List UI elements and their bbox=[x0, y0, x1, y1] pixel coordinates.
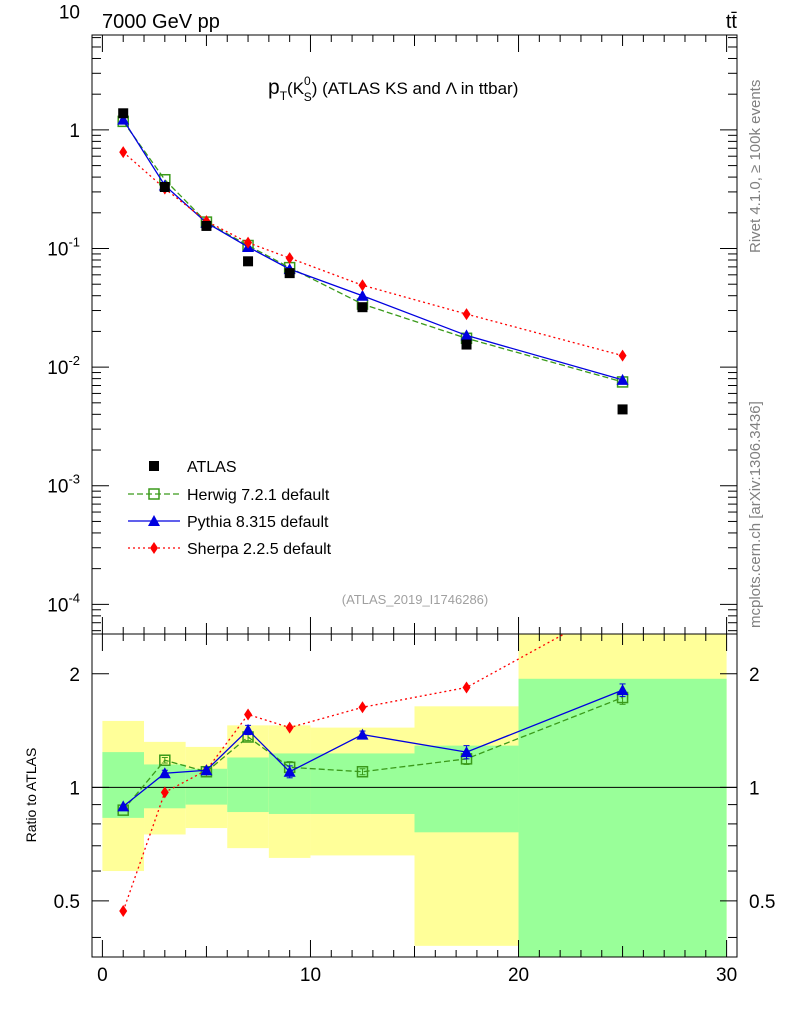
legend-label-atlas: ATLAS bbox=[187, 459, 237, 476]
ratio-bands bbox=[102, 634, 727, 957]
x-tick-label: 30 bbox=[716, 965, 737, 986]
ratio-line-pythia bbox=[122, 689, 623, 807]
upper-point-atlas bbox=[461, 339, 472, 350]
upper-y-tick-exponent: -2 bbox=[68, 353, 80, 368]
title-p: p bbox=[268, 76, 280, 99]
upper-y-tick-base: 10 bbox=[59, 2, 80, 23]
upper-y-tick-label: 10-4 bbox=[47, 590, 80, 616]
rivet-version-label: Rivet 4.1.0, ≥ 100k events bbox=[747, 80, 764, 253]
legend-marker-pythia bbox=[148, 515, 160, 526]
ratio-point-herwig bbox=[356, 765, 369, 778]
ratio-point-sherpa bbox=[160, 786, 169, 799]
upper-y-tick-base: 10 bbox=[47, 477, 68, 498]
upper-y-tick-base: 10 bbox=[47, 595, 68, 616]
legend-marker-atlas bbox=[149, 461, 159, 471]
ratio-y-tick-label-right: 2 bbox=[749, 665, 760, 686]
legend-label-pythia: Pythia 8.315 default bbox=[187, 514, 329, 531]
title-t-subscript: T bbox=[280, 89, 288, 103]
upper-series bbox=[117, 108, 629, 415]
upper-point-sherpa bbox=[618, 349, 627, 362]
upper-point-sherpa bbox=[462, 308, 471, 321]
ratio-point-pythia bbox=[117, 800, 130, 812]
legend: ATLAS Herwig 7.2.1 default Pythia 8.315 de… bbox=[128, 459, 332, 558]
x-tick-label: 20 bbox=[508, 965, 529, 986]
upper-point-atlas bbox=[243, 256, 254, 267]
ratio-point-sherpa bbox=[285, 721, 294, 734]
ratio-y-tick-label-right: 0.5 bbox=[749, 892, 775, 913]
upper-y-tick-base: 10 bbox=[47, 240, 68, 261]
title-rest: (ATLAS KS and Λ in ttbar) bbox=[317, 79, 518, 98]
ratio-point-pythia bbox=[158, 767, 171, 779]
upper-point-atlas bbox=[284, 268, 295, 279]
upper-line-herwig bbox=[122, 120, 623, 383]
ratio-series bbox=[117, 634, 629, 918]
ratio-y-tick-label-left: 1 bbox=[69, 778, 80, 799]
ratio-band-green bbox=[310, 753, 415, 814]
upper-y-tick-exponent: -4 bbox=[68, 590, 80, 605]
upper-y-tick-exponent: -3 bbox=[68, 472, 80, 487]
ratio-point-sherpa bbox=[462, 681, 471, 694]
upper-point-atlas bbox=[201, 220, 212, 231]
upper-y-tick-label: 10-3 bbox=[47, 472, 80, 498]
upper-point-pythia bbox=[356, 289, 369, 301]
title-k: (K bbox=[287, 79, 305, 98]
upper-y-tick-base: 10 bbox=[47, 358, 68, 379]
legend-label-herwig: Herwig 7.2.1 default bbox=[187, 487, 330, 504]
upper-point-pythia bbox=[117, 113, 130, 125]
x-tick-label: 0 bbox=[97, 965, 108, 986]
ratio-point-pythia bbox=[616, 684, 629, 696]
ratio-point-herwig bbox=[159, 754, 171, 766]
upper-line-pythia bbox=[122, 119, 623, 381]
upper-point-pythia bbox=[460, 329, 473, 341]
ratio-y-axis-label: Ratio to ATLAS bbox=[23, 748, 39, 843]
ratio-point-sherpa bbox=[358, 701, 367, 714]
upper-point-atlas bbox=[159, 182, 170, 193]
ratio-point-pythia bbox=[356, 728, 369, 740]
upper-point-sherpa bbox=[358, 279, 367, 292]
upper-y-tick-label: 10-1 bbox=[47, 235, 80, 261]
upper-point-pythia bbox=[616, 373, 629, 385]
ratio-series-clipped bbox=[117, 634, 629, 918]
upper-y-tick-label: 10-2 bbox=[47, 353, 80, 379]
x-tick-label: 10 bbox=[300, 965, 321, 986]
upper-point-sherpa bbox=[119, 146, 128, 159]
upper-y-tick-base: 1 bbox=[69, 121, 80, 142]
upper-y-tick-label: 1 bbox=[69, 121, 80, 142]
ratio-band-green bbox=[227, 757, 269, 813]
header-process-label: tt̄ bbox=[726, 11, 738, 33]
ratio-y-tick-label-left: 0.5 bbox=[54, 892, 80, 913]
title-k-subscript: S bbox=[304, 90, 312, 104]
ratio-line-herwig bbox=[122, 696, 623, 811]
legend-marker-sherpa bbox=[150, 542, 158, 554]
plot-title: pT(K0 S) (ATLAS KS and Λ in ttbar) bbox=[268, 74, 518, 104]
ratio-point-sherpa bbox=[119, 905, 128, 918]
ratio-point-pythia bbox=[200, 764, 213, 776]
upper-point-atlas bbox=[357, 302, 368, 313]
ratio-band-green bbox=[518, 678, 727, 957]
upper-point-atlas bbox=[617, 404, 628, 415]
ratio-point-pythia bbox=[242, 723, 255, 735]
header-energy-label: 7000 GeV pp bbox=[102, 11, 220, 33]
ratio-point-pythia bbox=[460, 746, 473, 758]
upper-point-sherpa bbox=[244, 236, 253, 249]
analysis-tag: (ATLAS_2019_I1746286) bbox=[342, 592, 488, 607]
upper-point-sherpa bbox=[285, 252, 294, 265]
upper-y-tick-exponent: -1 bbox=[68, 235, 80, 250]
title-close-paren: ) bbox=[312, 79, 318, 98]
legend-marker-herwig bbox=[148, 488, 160, 500]
upper-y-tick-label: 10 bbox=[59, 2, 80, 23]
ratio-y-tick-label-left: 2 bbox=[69, 665, 80, 686]
legend-label-sherpa: Sherpa 2.2.5 default bbox=[187, 541, 332, 558]
ratio-plot-frame: 0.5 0.51 12 20 10 20 30 bbox=[54, 633, 775, 986]
title-k-superscript: 0 bbox=[304, 74, 311, 88]
upper-point-atlas bbox=[118, 108, 129, 119]
upper-line-sherpa bbox=[122, 151, 623, 357]
mcplots-label: mcplots.cern.ch [arXiv:1306.3436] bbox=[747, 401, 764, 628]
ratio-point-sherpa bbox=[244, 708, 253, 721]
ratio-point-pythia bbox=[283, 765, 296, 777]
ratio-y-tick-label-right: 1 bbox=[749, 778, 760, 799]
